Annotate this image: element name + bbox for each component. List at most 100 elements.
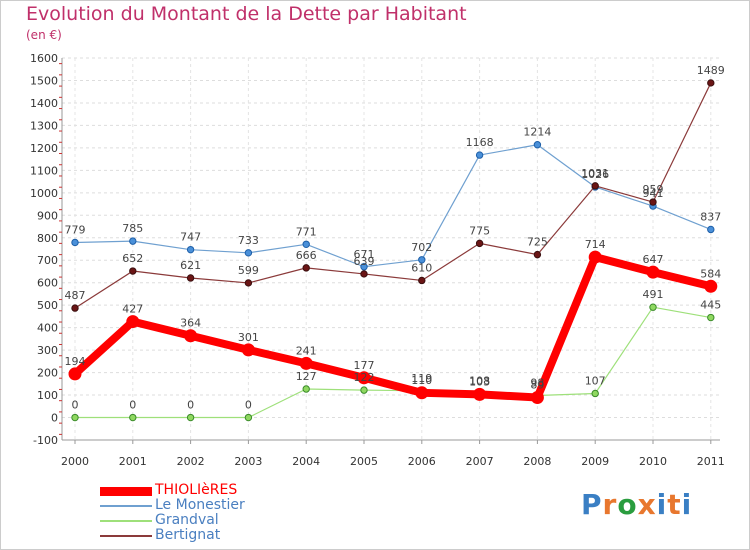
data-point-thiolieres bbox=[241, 343, 255, 357]
data-label-grandval: 122 bbox=[354, 371, 375, 384]
data-label-le-monestier: 771 bbox=[296, 225, 317, 238]
data-point-bertignat bbox=[591, 182, 599, 190]
data-label-bertignat: 652 bbox=[122, 252, 143, 265]
data-point-le-monestier bbox=[707, 225, 715, 234]
data-point-le-monestier bbox=[71, 238, 79, 247]
data-label-thiolieres: 110 bbox=[411, 374, 432, 387]
data-label-bertignat: 725 bbox=[527, 236, 548, 249]
x-tick-label: 2011 bbox=[697, 455, 725, 468]
data-label-le-monestier: 785 bbox=[122, 222, 143, 235]
y-tick-label: 1300 bbox=[30, 119, 58, 132]
logo-letter: i bbox=[656, 488, 668, 521]
data-label-le-monestier: 779 bbox=[65, 223, 86, 236]
chart-unit: (en €) bbox=[26, 28, 62, 42]
data-point-grandval bbox=[707, 313, 715, 322]
data-point-grandval bbox=[360, 386, 368, 394]
data-label-thiolieres: 364 bbox=[180, 317, 201, 330]
logo-letter: P bbox=[581, 488, 603, 521]
legend-swatch-thiolieres bbox=[100, 487, 152, 496]
y-tick-label: 1100 bbox=[30, 164, 58, 177]
data-label-grandval: 445 bbox=[700, 299, 721, 312]
x-tick-label: 2007 bbox=[466, 455, 494, 468]
data-point-thiolieres bbox=[415, 386, 429, 400]
data-label-bertignat: 666 bbox=[296, 249, 317, 262]
data-point-grandval bbox=[591, 389, 599, 398]
y-tick-label: 300 bbox=[37, 344, 58, 357]
series-line-grandval bbox=[74, 306, 712, 419]
data-point-bertignat bbox=[649, 198, 657, 206]
data-label-le-monestier: 1026 bbox=[581, 168, 609, 181]
logo-letter: i bbox=[681, 488, 693, 521]
x-tick-label: 2010 bbox=[639, 455, 667, 468]
data-label-thiolieres: 647 bbox=[643, 253, 664, 266]
logo-letter: r bbox=[602, 488, 618, 521]
y-tick-label: 0 bbox=[51, 412, 58, 425]
y-tick-label: 1200 bbox=[30, 142, 58, 155]
data-point-bertignat bbox=[418, 276, 426, 285]
data-point-thiolieres bbox=[473, 387, 487, 401]
data-point-le-monestier bbox=[244, 249, 253, 257]
data-point-le-monestier bbox=[302, 240, 310, 248]
x-tick-label: 2006 bbox=[408, 455, 436, 468]
data-label-grandval: 108 bbox=[469, 374, 490, 387]
data-point-thiolieres bbox=[704, 279, 718, 293]
legend-label-thiolieres: THIOLIèRES bbox=[155, 482, 238, 498]
data-label-grandval: 0 bbox=[72, 399, 79, 412]
data-point-bertignat bbox=[244, 279, 253, 287]
data-point-thiolieres bbox=[646, 265, 660, 279]
series-line-thiolieres bbox=[71, 253, 715, 402]
data-label-thiolieres: 714 bbox=[585, 238, 606, 251]
legend-item-bertignat: Bertignat bbox=[100, 527, 360, 543]
data-label-grandval: 127 bbox=[296, 370, 317, 383]
data-label-le-monestier: 1214 bbox=[523, 126, 551, 139]
legend-swatch-bertignat bbox=[100, 535, 152, 537]
data-point-thiolieres bbox=[357, 371, 371, 385]
data-label-bertignat: 959 bbox=[643, 183, 664, 196]
legend-swatch-le-monestier bbox=[100, 505, 152, 507]
data-label-thiolieres: 89 bbox=[530, 379, 544, 392]
data-point-bertignat bbox=[360, 270, 368, 278]
data-label-grandval: 491 bbox=[643, 288, 664, 301]
data-point-bertignat bbox=[186, 274, 195, 282]
data-point-grandval bbox=[649, 303, 657, 311]
data-point-le-monestier bbox=[186, 245, 195, 254]
data-label-grandval: 119 bbox=[411, 372, 432, 385]
y-tick-label: 1600 bbox=[30, 52, 58, 65]
data-label-bertignat: 639 bbox=[354, 255, 375, 268]
y-tick-label: 800 bbox=[37, 232, 58, 245]
data-label-bertignat: 1031 bbox=[581, 167, 609, 180]
data-label-bertignat: 1489 bbox=[697, 64, 725, 77]
data-point-le-monestier bbox=[475, 151, 484, 159]
data-label-bertignat: 599 bbox=[238, 264, 259, 277]
y-tick-label: 900 bbox=[37, 209, 58, 222]
data-point-thiolieres bbox=[126, 315, 140, 329]
x-tick-label: 2008 bbox=[523, 455, 551, 468]
data-point-le-monestier bbox=[533, 141, 542, 149]
data-label-bertignat: 610 bbox=[411, 261, 432, 274]
data-point-thiolieres bbox=[588, 250, 602, 264]
y-tick-label: 100 bbox=[37, 389, 58, 402]
x-tick-label: 2000 bbox=[61, 455, 89, 468]
series-line-le-monestier bbox=[74, 144, 712, 268]
y-tick-label: 200 bbox=[37, 367, 58, 380]
data-point-grandval bbox=[129, 413, 137, 422]
legend-label-grandval: Grandval bbox=[155, 512, 219, 528]
data-point-thiolieres bbox=[68, 367, 82, 381]
logo-letter: o bbox=[617, 488, 638, 521]
legend-item-le-monestier: Le Monestier bbox=[100, 497, 360, 513]
y-tick-label: 600 bbox=[37, 277, 58, 290]
data-point-bertignat bbox=[533, 250, 542, 259]
legend-swatch-grandval bbox=[100, 520, 152, 522]
data-label-thiolieres: 427 bbox=[122, 303, 143, 316]
data-label-le-monestier: 733 bbox=[238, 234, 259, 247]
y-tick-label: 500 bbox=[37, 299, 58, 312]
data-label-le-monestier: 1168 bbox=[466, 136, 494, 149]
logo-letter: x bbox=[637, 488, 657, 521]
data-point-bertignat bbox=[129, 267, 137, 275]
x-tick-label: 2004 bbox=[292, 455, 320, 468]
y-tick-label: 1000 bbox=[30, 187, 58, 200]
data-label-grandval: 107 bbox=[585, 374, 606, 387]
x-tick-label: 2001 bbox=[119, 455, 147, 468]
data-label-le-monestier: 702 bbox=[411, 241, 432, 254]
